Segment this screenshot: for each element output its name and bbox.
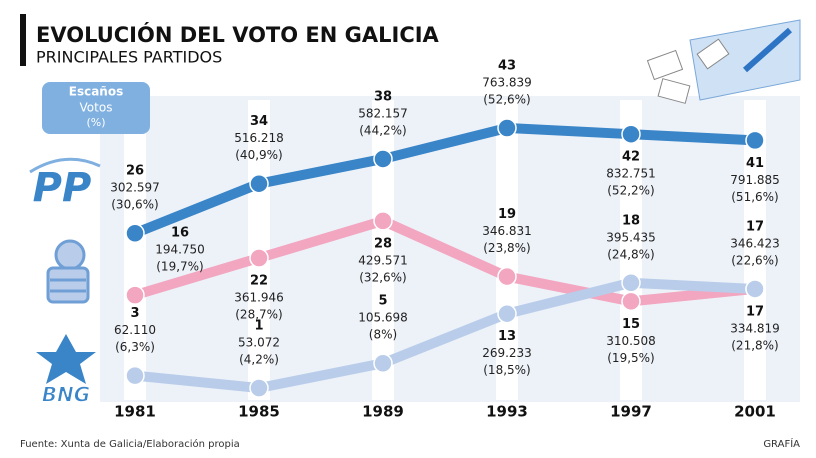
seats-label: 16 [171, 226, 189, 241]
point [622, 274, 640, 292]
legend-seats: Escaños [69, 85, 123, 99]
percent-label: (6,3%) [115, 340, 155, 354]
percent-label: (32,6%) [359, 270, 406, 284]
percent-label: (51,6%) [731, 190, 778, 204]
seats-label: 41 [746, 156, 764, 171]
point [374, 212, 392, 230]
seats-label: 19 [498, 207, 516, 222]
seats-label: 38 [374, 89, 392, 104]
seats-label: 5 [378, 294, 387, 309]
percent-label: (21,8%) [731, 338, 778, 352]
votes-label: 763.839 [482, 76, 532, 90]
point [746, 131, 764, 149]
point [374, 354, 392, 372]
point [498, 119, 516, 137]
point [498, 268, 516, 286]
seats-label: 13 [498, 329, 516, 344]
votes-label: 53.072 [238, 336, 280, 350]
point [498, 305, 516, 323]
percent-label: (18,5%) [483, 363, 530, 377]
votes-label: 334.819 [730, 321, 780, 335]
votes-label: 582.157 [358, 106, 408, 120]
seats-label: 3 [130, 306, 139, 321]
percent-label: (19,7%) [156, 260, 203, 274]
chart-subtitle: PRINCIPALES PARTIDOS [36, 48, 222, 67]
seats-label: 1 [254, 319, 263, 334]
percent-label: (52,6%) [483, 93, 530, 107]
bng-logo: BNG [42, 383, 90, 407]
votes-label: 832.751 [606, 167, 656, 181]
x-tick-label: 2001 [734, 403, 776, 421]
votes-label: 361.946 [234, 291, 284, 305]
percent-label: (30,6%) [111, 198, 158, 212]
source: Fuente: Xunta de Galicia/Elaboración pro… [20, 438, 240, 450]
title-bar [20, 14, 26, 66]
votes-label: 791.885 [730, 173, 780, 187]
year-stripe [124, 100, 146, 400]
point [746, 280, 764, 298]
point [250, 379, 268, 397]
point [250, 175, 268, 193]
percent-label: (23,8%) [483, 241, 530, 255]
credit: GRAFÍA [763, 437, 800, 450]
percent-label: (24,8%) [607, 247, 654, 261]
percent-label: (4,2%) [239, 353, 279, 367]
votes-label: 194.750 [155, 243, 205, 257]
votes-label: 62.110 [114, 323, 156, 337]
seats-label: 17 [746, 219, 764, 234]
votes-label: 346.423 [730, 236, 780, 250]
percent-label: (8%) [369, 328, 397, 342]
x-tick-label: 1985 [238, 403, 280, 421]
percent-label: (52,2%) [607, 184, 654, 198]
seats-label: 26 [126, 164, 144, 179]
seats-label: 28 [374, 236, 392, 251]
x-tick-label: 1997 [610, 403, 652, 421]
votes-label: 269.233 [482, 346, 532, 360]
votes-label: 395.435 [606, 230, 656, 244]
point [622, 292, 640, 310]
seats-label: 42 [622, 150, 640, 165]
chart-title: EVOLUCIÓN DEL VOTO EN GALICIA [36, 22, 440, 47]
point [126, 367, 144, 385]
pp-logo: PP [33, 165, 92, 211]
seats-label: 43 [498, 59, 516, 74]
percent-label: (19,5%) [607, 351, 654, 365]
point [250, 249, 268, 267]
votes-label: 346.831 [482, 224, 532, 238]
seats-label: 22 [250, 274, 268, 289]
seats-label: 17 [746, 304, 764, 319]
chart: EVOLUCIÓN DEL VOTO EN GALICIA PRINCIPALE… [0, 0, 816, 454]
point [126, 224, 144, 242]
votes-label: 105.698 [358, 311, 408, 325]
percent-label: (40,9%) [235, 148, 282, 162]
x-tick-label: 1989 [362, 403, 404, 421]
legend-percent: (%) [86, 116, 105, 129]
percent-label: (22,6%) [731, 253, 778, 267]
votes-label: 429.571 [358, 253, 408, 267]
seats-label: 18 [622, 213, 640, 228]
x-tick-label: 1981 [114, 403, 156, 421]
point [622, 125, 640, 143]
votes-label: 516.218 [234, 131, 284, 145]
point [374, 150, 392, 168]
seats-label: 34 [250, 114, 268, 129]
votes-label: 310.508 [606, 334, 656, 348]
percent-label: (44,2%) [359, 123, 406, 137]
votes-label: 302.597 [110, 181, 160, 195]
point [126, 286, 144, 304]
seats-label: 15 [622, 317, 640, 332]
x-tick-label: 1993 [486, 403, 528, 421]
legend-votes: Votos [80, 101, 113, 115]
